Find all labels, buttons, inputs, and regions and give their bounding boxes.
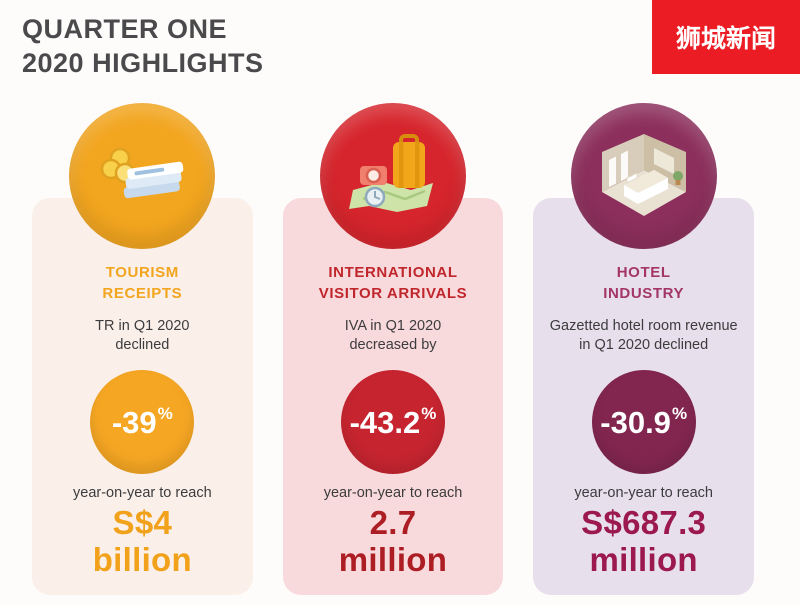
- column-title-line1: INTERNATIONAL: [328, 264, 458, 281]
- yoy-caption: year-on-year to reach: [73, 485, 212, 502]
- headline-value-line1: S$4: [112, 504, 173, 542]
- yoy-caption: year-on-year to reach: [574, 485, 713, 502]
- visitor-arrivals-column: INTERNATIONAL VISITOR ARRIVALS IVA in Q1…: [282, 103, 504, 595]
- headline-value-line2: million: [589, 541, 698, 579]
- tourism-receipts-card: TOURISM RECEIPTS TR in Q1 2020 declined …: [32, 198, 253, 595]
- description-line1: TR in Q1 2020: [95, 318, 190, 334]
- headline-value-line2: million: [338, 541, 448, 579]
- percent-value: -30.9: [600, 404, 671, 440]
- description-line1: Gazetted hotel room revenue: [549, 318, 738, 334]
- page-title: QUARTER ONE 2020 HIGHLIGHTS: [22, 13, 264, 81]
- page-title-line1: QUARTER ONE: [22, 14, 228, 44]
- column-title-line2: INDUSTRY: [603, 285, 685, 302]
- travel-luggage-graphic: [349, 134, 433, 212]
- page-title-line2: 2020 HIGHLIGHTS: [22, 47, 264, 78]
- percent-sign: %: [421, 403, 437, 423]
- description-line2: decreased by: [349, 337, 437, 354]
- hotel-room-graphic: [601, 134, 686, 216]
- stats-columns: TOURISM RECEIPTS TR in Q1 2020 declined …: [32, 103, 755, 595]
- percent-sign: %: [157, 403, 173, 423]
- hotel-industry-card: HOTEL INDUSTRY Gazetted hotel room reven…: [533, 198, 755, 595]
- percent-value: -39: [111, 404, 157, 440]
- money-coins-ledger-graphic: [101, 147, 184, 199]
- description-line2: in Q1 2020 declined: [579, 337, 709, 354]
- headline-value: S$687.3 million: [539, 504, 748, 579]
- column-description: TR in Q1 2020 declined: [38, 317, 247, 355]
- headline-value-line2: billion: [92, 541, 192, 579]
- column-description: IVA in Q1 2020 decreased by: [289, 317, 498, 355]
- watermark-badge: 狮城新闻: [652, 0, 800, 74]
- column-title-line2: VISITOR ARRIVALS: [318, 285, 468, 302]
- tourism-receipts-column: TOURISM RECEIPTS TR in Q1 2020 declined …: [32, 103, 253, 595]
- hotel-room-icon: [570, 103, 717, 249]
- percent-badge: -39 %: [90, 370, 195, 475]
- column-description: Gazetted hotel room revenue in Q1 2020 d…: [539, 317, 748, 355]
- hotel-industry-column: HOTEL INDUSTRY Gazetted hotel room reven…: [533, 103, 755, 595]
- column-title-line1: TOURISM: [105, 264, 179, 281]
- headline-value-line1: S$687.3: [581, 504, 707, 542]
- money-coins-ledger-icon: [69, 103, 216, 249]
- description-line1: IVA in Q1 2020: [344, 318, 442, 334]
- yoy-caption: year-on-year to reach: [323, 485, 463, 502]
- headline-value-line1: 2.7: [369, 504, 417, 542]
- description-line2: declined: [115, 337, 170, 354]
- percent-value: -43.2: [349, 404, 421, 440]
- percent-sign: %: [671, 403, 688, 423]
- column-title-line2: RECEIPTS: [102, 285, 183, 302]
- column-title-line1: HOTEL: [616, 264, 671, 281]
- percent-badge: -30.9 %: [591, 370, 696, 475]
- visitor-arrivals-card: INTERNATIONAL VISITOR ARRIVALS IVA in Q1…: [282, 198, 504, 595]
- headline-value: S$4 billion: [38, 504, 247, 579]
- column-title: INTERNATIONAL VISITOR ARRIVALS: [289, 262, 498, 304]
- column-title: TOURISM RECEIPTS: [38, 262, 247, 304]
- percent-badge: -43.2 %: [341, 370, 445, 475]
- headline-value: 2.7 million: [289, 504, 498, 579]
- travel-luggage-icon: [320, 103, 466, 249]
- column-title: HOTEL INDUSTRY: [539, 262, 748, 304]
